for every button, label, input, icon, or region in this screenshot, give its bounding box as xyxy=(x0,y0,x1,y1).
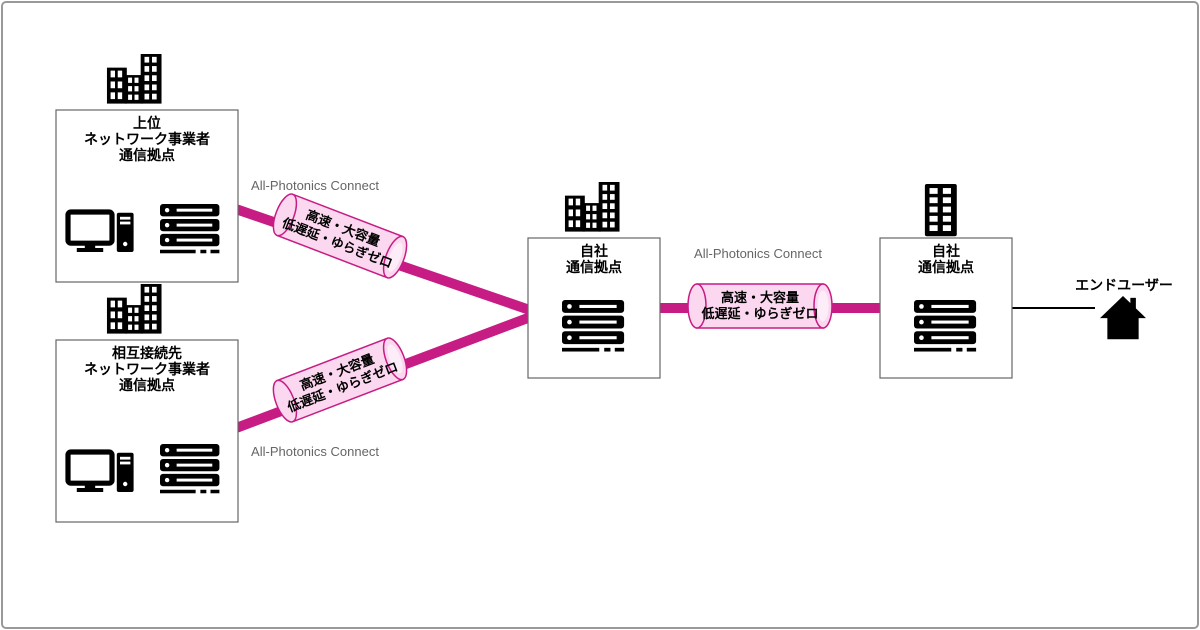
apc-label: All-Photonics Connect xyxy=(251,444,379,459)
pipe: 高速・大容量低遅延・ゆらぎゼロ xyxy=(269,191,412,281)
node-title-line: 上位 xyxy=(133,115,161,131)
node-title-line: 通信拠点 xyxy=(566,259,622,275)
pipe: 高速・大容量低遅延・ゆらぎゼロ xyxy=(688,284,832,328)
node-title-line: 相互接続先 xyxy=(112,345,182,361)
node-title-line: 通信拠点 xyxy=(119,147,175,163)
node-title-line: 自社 xyxy=(580,243,608,259)
node-title-line: 自社 xyxy=(932,243,960,259)
node-hub: 自社通信拠点 xyxy=(528,182,660,378)
node-title-line: 通信拠点 xyxy=(119,377,175,393)
end-user-label: エンドユーザー xyxy=(1075,277,1173,293)
pipe-text-line1: 高速・大容量 xyxy=(721,290,799,305)
pipe: 高速・大容量低遅延・ゆらぎゼロ xyxy=(269,335,412,425)
node-title-line: 通信拠点 xyxy=(918,259,974,275)
pipe-text-line2: 低遅延・ゆらぎゼロ xyxy=(700,306,818,321)
node-upstream: 上位ネットワーク事業者通信拠点 xyxy=(56,54,238,282)
node-branch: 自社通信拠点 xyxy=(880,184,1012,378)
node-peer: 相互接続先ネットワーク事業者通信拠点 xyxy=(56,284,238,522)
apc-label: All-Photonics Connect xyxy=(694,246,822,261)
apc-label: All-Photonics Connect xyxy=(251,178,379,193)
node-title-line: ネットワーク事業者 xyxy=(84,131,210,147)
node-title-line: ネットワーク事業者 xyxy=(84,361,210,377)
